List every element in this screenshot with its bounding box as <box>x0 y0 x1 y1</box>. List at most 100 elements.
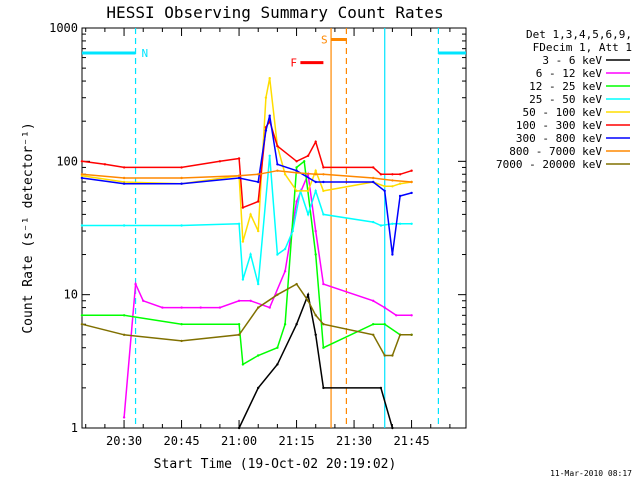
series-point-2 <box>241 363 245 366</box>
series-point-0 <box>237 426 241 430</box>
series-point-1 <box>283 270 287 273</box>
legend-entry-label: 100 - 300 keV <box>516 119 602 132</box>
series-point-1 <box>383 306 386 309</box>
series-point-4 <box>283 173 287 176</box>
legend: Det 1,3,4,5,6,9,FDecim 1, Att 13 - 6 keV… <box>496 28 632 171</box>
series-point-3 <box>322 213 325 216</box>
series-point-2 <box>122 314 126 317</box>
series-point-6 <box>372 180 375 184</box>
series-point-3 <box>237 222 241 225</box>
series-point-4 <box>306 189 310 193</box>
x-axis-label: Start Time (19-Oct-02 20:19:02) <box>154 457 397 472</box>
series-point-5 <box>241 206 245 209</box>
series-point-2 <box>303 160 306 163</box>
series-point-3 <box>379 224 383 227</box>
axes-layer: 1 10 100 1000 20:30 20:45 21:00 21:15 21:30 21:45 <box>49 21 466 448</box>
series-point-7 <box>295 171 298 174</box>
series-point-3 <box>122 224 126 227</box>
series-point-2 <box>180 323 183 326</box>
series-point-4 <box>398 182 402 185</box>
x-tick-label: 21:30 <box>336 434 372 448</box>
series-point-4 <box>122 180 126 184</box>
series-point-0 <box>379 386 383 390</box>
series-point-1 <box>322 282 325 286</box>
series-point-5 <box>218 160 222 163</box>
series-point-6 <box>268 114 271 117</box>
series-point-3 <box>372 220 375 224</box>
series-point-1 <box>268 306 271 309</box>
series-point-5 <box>295 160 298 163</box>
series-point-4 <box>295 189 298 193</box>
series-point-4 <box>241 240 245 243</box>
series-point-8 <box>306 299 310 302</box>
series-point-7 <box>180 176 183 180</box>
series-point-4 <box>391 185 394 188</box>
y-axis-label: Count Rate (s⁻¹ detector⁻¹) <box>21 122 36 333</box>
legend-entry-label: 7000 - 20000 keV <box>496 158 602 171</box>
legend-entry-label: 6 - 12 keV <box>536 67 603 80</box>
series-point-8 <box>237 333 241 336</box>
series-point-2 <box>383 323 386 326</box>
series-point-0 <box>391 426 394 430</box>
y-tick-label: 10 <box>64 288 78 302</box>
series-point-6 <box>80 176 84 180</box>
series-point-6 <box>276 163 279 166</box>
series-point-7 <box>80 173 84 176</box>
series-point-5 <box>391 173 394 176</box>
series-point-7 <box>391 179 394 182</box>
series-line-1 <box>123 171 412 418</box>
series-point-5 <box>237 157 241 160</box>
series-point-4 <box>249 213 252 216</box>
series-point-4 <box>383 185 386 188</box>
series-point-8 <box>295 282 298 286</box>
series-point-1 <box>180 306 183 309</box>
series-point-8 <box>257 306 260 309</box>
series-point-7 <box>276 169 279 172</box>
series-point-1 <box>218 306 222 309</box>
series-point-3 <box>314 189 317 193</box>
series-point-0 <box>314 333 317 336</box>
flag-label-s: S <box>321 33 328 46</box>
series-point-1 <box>395 314 398 317</box>
series-point-5 <box>314 140 317 143</box>
legend-entry-label: 50 - 100 keV <box>523 106 603 119</box>
series-point-3 <box>241 278 245 281</box>
series-point-6 <box>122 182 126 185</box>
series-point-5 <box>379 173 383 176</box>
series-point-8 <box>410 333 413 336</box>
footer-timestamp: 11-Mar-2010 08:17 <box>550 469 632 478</box>
legend-entry-label: 800 - 7000 keV <box>509 145 602 158</box>
series-point-5 <box>322 166 325 169</box>
series-point-2 <box>257 354 260 357</box>
series-point-6 <box>410 191 413 195</box>
series-point-3 <box>391 222 394 225</box>
series-point-7 <box>372 176 375 180</box>
series-line-3 <box>81 155 412 285</box>
series-point-1 <box>372 299 375 302</box>
series-point-2 <box>283 323 287 326</box>
series-point-5 <box>180 166 183 169</box>
series-point-6 <box>314 180 317 184</box>
series-point-5 <box>372 166 375 169</box>
series-point-6 <box>257 180 260 184</box>
series-point-6 <box>180 182 183 185</box>
series-point-3 <box>283 247 287 251</box>
series-point-5 <box>276 144 279 148</box>
series-point-3 <box>257 282 260 286</box>
x-tick-label: 21:15 <box>278 434 314 448</box>
series-point-5 <box>103 163 107 166</box>
series-point-7 <box>314 173 317 176</box>
series-point-8 <box>276 293 279 296</box>
series-point-3 <box>268 154 271 157</box>
flag-label-f: F <box>290 57 297 70</box>
series-point-7 <box>122 176 126 180</box>
series-point-3 <box>249 253 252 256</box>
y-tick-label: 1000 <box>49 21 78 35</box>
series-point-8 <box>180 339 183 343</box>
series-point-0 <box>276 363 279 366</box>
series-point-1 <box>410 314 413 317</box>
series-layer <box>80 77 413 430</box>
series-point-1 <box>142 299 145 302</box>
series-point-0 <box>295 323 298 326</box>
